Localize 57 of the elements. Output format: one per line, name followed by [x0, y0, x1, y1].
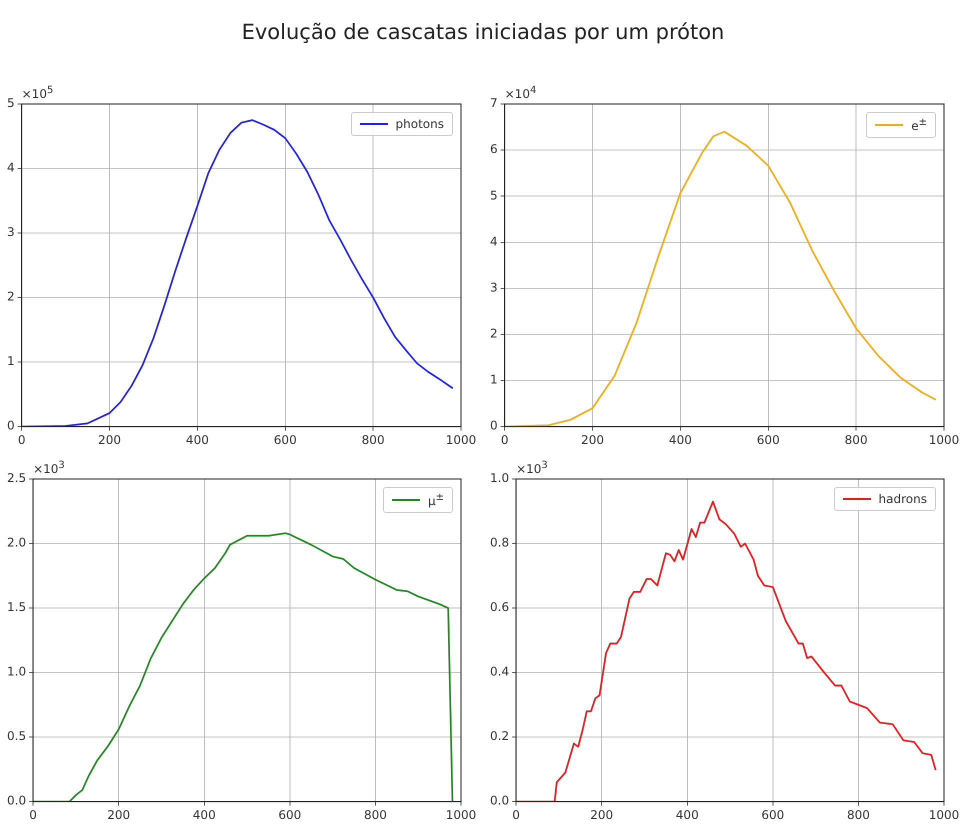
y-tick-label: 5: [490, 188, 498, 202]
y-tick-label: 1.0: [490, 471, 510, 486]
y-axis-title: ×10$^{5}$: [22, 85, 54, 101]
x-tick-label: 400: [186, 432, 209, 447]
y-tick-label: 6: [490, 142, 498, 156]
y-tick-label: 2.0: [6, 536, 26, 550]
x-tick-label: 800: [364, 808, 387, 822]
y-tick-label: 0.0: [490, 794, 510, 808]
x-tick-label: 0: [512, 808, 520, 822]
x-tick-label: 1000: [928, 432, 960, 447]
legend-label: photons: [396, 117, 444, 131]
x-tick-label: 400: [192, 808, 216, 822]
y-tick-label: 2: [6, 290, 15, 304]
y-tick-label: 0.2: [490, 729, 510, 744]
y-tick-label: 0: [490, 418, 498, 433]
y-tick-label: 0.0: [6, 794, 26, 808]
y-tick-label: 1.5: [6, 600, 26, 614]
x-tick-label: 200: [590, 808, 614, 822]
chart-title: Evolução de cascatas iniciadas por um próton: [240, 20, 726, 44]
y-tick-label: 1.0: [6, 664, 26, 679]
y-axis-title: ×10$^{4}$: [504, 85, 536, 101]
y-axis-title: ×10$^{3}$: [516, 460, 548, 476]
x-tick-label: 600: [756, 432, 780, 447]
x-tick-label: 600: [274, 432, 297, 447]
x-tick-label: 1000: [446, 808, 476, 822]
y-tick-label: 0: [6, 418, 15, 433]
y-tick-label: 4: [490, 234, 498, 248]
x-tick-label: 400: [668, 432, 692, 447]
y-tick-label: 3: [6, 225, 15, 240]
y-axis-title: ×10$^{3}$: [33, 460, 65, 476]
y-tick-label: 0.6: [490, 600, 510, 614]
y-tick-label: 3: [490, 280, 498, 294]
legend-label: μ$^{±}$: [428, 492, 444, 508]
legend-label: hadrons: [878, 492, 927, 506]
y-tick-label: 4: [6, 160, 15, 175]
y-tick-label: 7: [490, 96, 498, 110]
x-tick-label: 600: [278, 808, 302, 822]
y-tick-label: 0.4: [490, 664, 510, 679]
y-tick-label: 1: [490, 372, 498, 387]
x-tick-label: 800: [846, 808, 870, 822]
y-tick-label: 1: [6, 354, 15, 368]
y-tick-label: 2.5: [6, 471, 26, 486]
y-tick-label: 0.5: [6, 729, 26, 744]
x-tick-label: 600: [761, 808, 784, 822]
y-tick-label: 0.8: [490, 536, 510, 550]
x-tick-label: 200: [98, 432, 121, 447]
x-tick-label: 200: [107, 808, 130, 822]
x-tick-label: 400: [676, 808, 699, 822]
x-tick-label: 0: [29, 808, 37, 822]
x-tick-label: 800: [362, 432, 385, 447]
legend-label: e$^{±}$: [911, 117, 927, 133]
x-tick-label: 1000: [446, 432, 476, 447]
x-tick-label: 200: [581, 432, 604, 447]
y-tick-label: 5: [6, 96, 15, 110]
y-tick-label: 2: [490, 326, 498, 341]
x-tick-label: 1000: [928, 808, 960, 822]
x-tick-label: 800: [844, 432, 868, 447]
